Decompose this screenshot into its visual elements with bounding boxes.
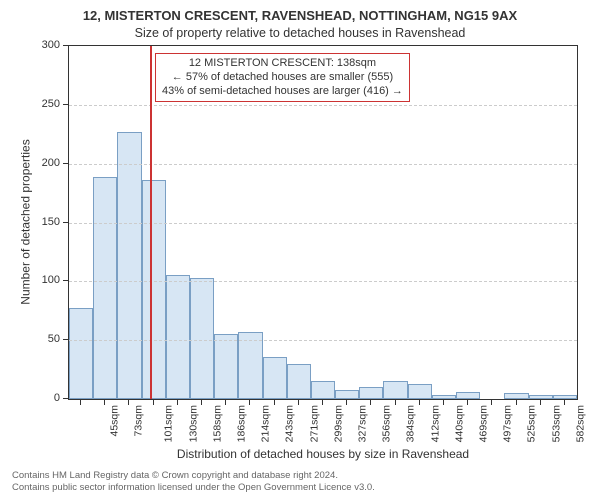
bar xyxy=(553,395,577,399)
reference-line xyxy=(150,46,152,399)
annotation-box: 12 MISTERTON CRESCENT: 138sqm← 57% of de… xyxy=(155,53,410,102)
bar xyxy=(93,177,117,399)
bar xyxy=(311,381,335,399)
x-tick xyxy=(491,400,492,405)
bar xyxy=(335,390,359,399)
x-tick xyxy=(80,400,81,405)
x-tick-label: 582sqm xyxy=(574,405,586,442)
x-tick xyxy=(104,400,105,405)
x-tick xyxy=(201,400,202,405)
y-tick-label: 0 xyxy=(0,392,60,404)
bar xyxy=(214,334,238,399)
bar xyxy=(117,132,141,399)
x-tick xyxy=(564,400,565,405)
x-tick-label: 101sqm xyxy=(163,405,175,442)
gridline xyxy=(69,340,577,341)
x-tick xyxy=(419,400,420,405)
x-tick xyxy=(249,400,250,405)
x-tick-label: 327sqm xyxy=(356,405,368,442)
x-tick-label: 214sqm xyxy=(260,405,272,442)
x-tick xyxy=(322,400,323,405)
x-tick-label: 384sqm xyxy=(405,405,417,442)
y-tick-label: 300 xyxy=(0,39,60,51)
bar xyxy=(408,384,432,399)
x-tick xyxy=(177,400,178,405)
gridline xyxy=(69,281,577,282)
footer-line-2: Contains public sector information licen… xyxy=(12,482,375,494)
x-tick-label: 158sqm xyxy=(211,405,223,442)
plot-area: 12 MISTERTON CRESCENT: 138sqm← 57% of de… xyxy=(68,45,578,400)
annotation-line: 12 MISTERTON CRESCENT: 138sqm xyxy=(162,57,403,71)
chart-container: { "titles": { "line1": "12, MISTERTON CR… xyxy=(0,0,600,500)
chart-subtitle: Size of property relative to detached ho… xyxy=(0,26,600,40)
y-tick-label: 150 xyxy=(0,216,60,228)
bar xyxy=(432,395,456,399)
y-tick xyxy=(63,45,68,46)
bar xyxy=(166,275,190,399)
x-tick-label: 553sqm xyxy=(550,405,562,442)
bar xyxy=(529,395,553,399)
x-tick xyxy=(298,400,299,405)
x-tick xyxy=(274,400,275,405)
x-tick xyxy=(395,400,396,405)
footer-line-1: Contains HM Land Registry data © Crown c… xyxy=(12,470,375,482)
x-tick xyxy=(516,400,517,405)
y-tick xyxy=(63,222,68,223)
x-tick-label: 356sqm xyxy=(381,405,393,442)
x-tick-label: 45sqm xyxy=(109,405,121,437)
y-tick-label: 100 xyxy=(0,274,60,286)
gridline xyxy=(69,223,577,224)
bar xyxy=(238,332,262,399)
x-tick xyxy=(128,400,129,405)
x-tick-label: 412sqm xyxy=(429,405,441,442)
x-tick-label: 469sqm xyxy=(477,405,489,442)
y-tick-label: 50 xyxy=(0,333,60,345)
x-tick-label: 130sqm xyxy=(187,405,199,442)
footer-attribution: Contains HM Land Registry data © Crown c… xyxy=(12,470,375,494)
bar xyxy=(287,364,311,399)
x-tick-label: 525sqm xyxy=(526,405,538,442)
bar xyxy=(359,387,383,399)
y-tick xyxy=(63,398,68,399)
y-tick xyxy=(63,163,68,164)
x-tick xyxy=(225,400,226,405)
x-tick xyxy=(153,400,154,405)
annotation-line: 43% of semi-detached houses are larger (… xyxy=(162,85,403,99)
x-tick-label: 299sqm xyxy=(332,405,344,442)
x-tick xyxy=(443,400,444,405)
y-tick-label: 250 xyxy=(0,98,60,110)
y-tick xyxy=(63,280,68,281)
x-tick xyxy=(370,400,371,405)
y-tick-label: 200 xyxy=(0,157,60,169)
chart-title-address: 12, MISTERTON CRESCENT, RAVENSHEAD, NOTT… xyxy=(0,8,600,23)
annotation-line: ← 57% of detached houses are smaller (55… xyxy=(162,71,403,85)
x-tick-label: 440sqm xyxy=(453,405,465,442)
bar xyxy=(69,308,93,399)
x-tick xyxy=(346,400,347,405)
bar xyxy=(383,381,407,399)
x-tick-label: 186sqm xyxy=(235,405,247,442)
bar xyxy=(504,393,528,399)
bar xyxy=(142,180,166,399)
x-tick-label: 497sqm xyxy=(502,405,514,442)
x-tick-label: 243sqm xyxy=(284,405,296,442)
x-tick-label: 271sqm xyxy=(308,405,320,442)
bar xyxy=(456,392,480,399)
x-axis-label: Distribution of detached houses by size … xyxy=(68,447,578,461)
y-tick xyxy=(63,339,68,340)
bar xyxy=(263,357,287,399)
bar xyxy=(190,278,214,399)
x-tick xyxy=(540,400,541,405)
gridline xyxy=(69,105,577,106)
gridline xyxy=(69,164,577,165)
x-tick xyxy=(467,400,468,405)
y-tick xyxy=(63,104,68,105)
x-tick-label: 73sqm xyxy=(133,405,145,437)
